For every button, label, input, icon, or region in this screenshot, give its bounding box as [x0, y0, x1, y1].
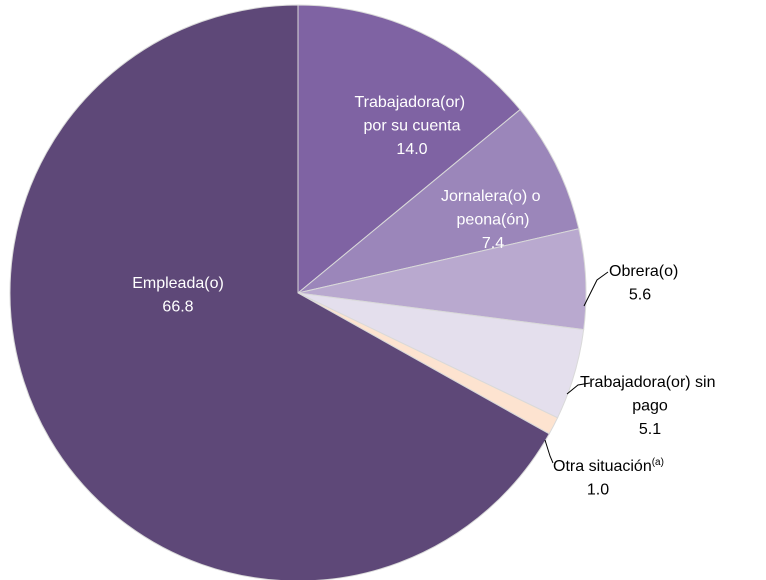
- slice-label: Trabajadora(or) sin pago: [580, 374, 720, 415]
- leader-line: [583, 271, 609, 307]
- label-line: Empleada(o): [132, 275, 224, 292]
- value-label: 5.6: [629, 287, 651, 304]
- label-line: por su cuenta: [364, 118, 461, 135]
- pie-slice: [297, 4, 521, 295]
- slice-label: Obrera(o): [609, 263, 678, 280]
- slice-label: Empleada(o): [132, 275, 224, 292]
- pie-slice: [297, 108, 580, 294]
- label-line: Jornalera(o) o: [441, 188, 545, 205]
- label-line: Trabajadora(or): [354, 94, 469, 111]
- slice-label: Otra situación(a): [553, 457, 664, 476]
- leader-line: [544, 439, 554, 464]
- label-line: Otra situación: [553, 458, 652, 475]
- value-label: 14.0: [396, 141, 427, 158]
- value-label: 7.4: [482, 235, 504, 252]
- value-label: 66.8: [162, 299, 193, 316]
- slice-label: Trabajadora(or) por su cuenta: [354, 94, 469, 135]
- footnote-mark: (a): [652, 457, 664, 468]
- label-line: Obrera(o): [609, 263, 678, 280]
- label-line: peona(ón): [457, 212, 530, 229]
- label-line: pago: [632, 398, 668, 415]
- value-label: 5.1: [639, 421, 661, 438]
- leader-line: [566, 382, 591, 395]
- pie-slice: [9, 4, 550, 580]
- value-label: 1.0: [587, 482, 609, 499]
- slice-label: Jornalera(o) o peona(ón): [441, 188, 545, 229]
- label-line: Trabajadora(or) sin: [580, 374, 720, 391]
